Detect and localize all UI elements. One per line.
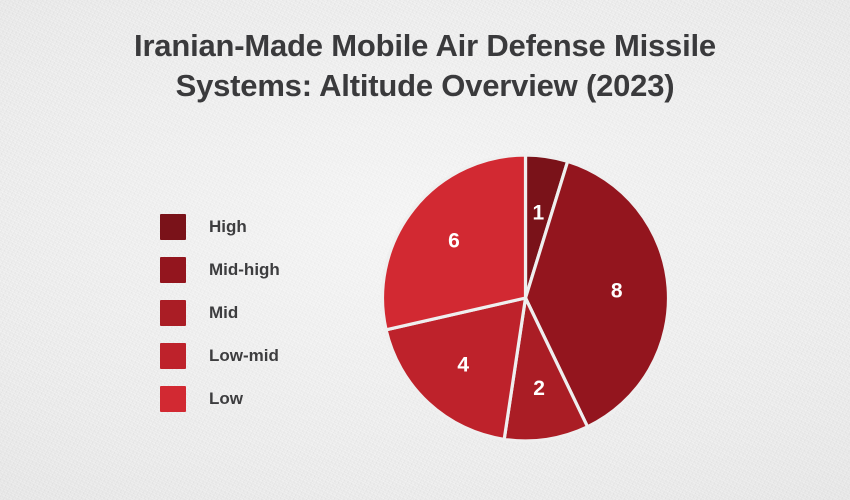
legend-label-high: High — [209, 216, 247, 236]
legend-swatch-mid-high — [160, 256, 186, 283]
chart-title-line-2: Systems: Altitude Overview (2023) — [175, 67, 675, 103]
chart-title: Iranian-Made Mobile Air Defense Missile … — [0, 26, 850, 105]
chart-title-line-1: Iranian-Made Mobile Air Defense Missile — [134, 28, 716, 63]
legend-label-low: Low — [209, 388, 243, 408]
pie-slice-low-mid[interactable] — [384, 296, 528, 441]
legend-label-mid-high: Mid-high — [209, 259, 280, 279]
pie-slice-mid[interactable] — [502, 296, 590, 443]
pie-slice-group — [380, 153, 671, 443]
legend-item-low[interactable]: Low — [160, 377, 350, 420]
legend-swatch-low — [160, 385, 186, 412]
legend-item-mid[interactable]: Mid — [160, 291, 350, 334]
pie-slice-low[interactable] — [380, 153, 528, 332]
legend-item-mid-high[interactable]: Mid-high — [160, 248, 350, 291]
chart-legend: High Mid-high Mid Low-mid Low — [160, 205, 350, 420]
legend-item-high[interactable]: High — [160, 205, 350, 248]
pie-slice-mid-high[interactable] — [523, 159, 671, 429]
legend-item-low-mid[interactable]: Low-mid — [160, 334, 350, 377]
legend-swatch-high — [160, 213, 186, 240]
legend-label-low-mid: Low-mid — [209, 345, 279, 365]
legend-swatch-low-mid — [160, 342, 186, 369]
legend-swatch-mid — [160, 299, 186, 326]
legend-label-mid: Mid — [209, 302, 239, 322]
